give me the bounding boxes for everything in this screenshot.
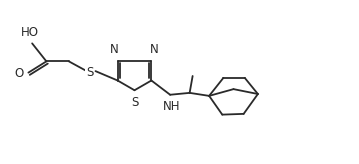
Text: S: S — [86, 66, 93, 79]
Text: O: O — [15, 67, 24, 80]
Text: NH: NH — [163, 100, 180, 113]
Text: N: N — [110, 43, 119, 56]
Text: HO: HO — [21, 26, 39, 39]
Text: S: S — [131, 96, 138, 109]
Text: N: N — [150, 43, 159, 56]
